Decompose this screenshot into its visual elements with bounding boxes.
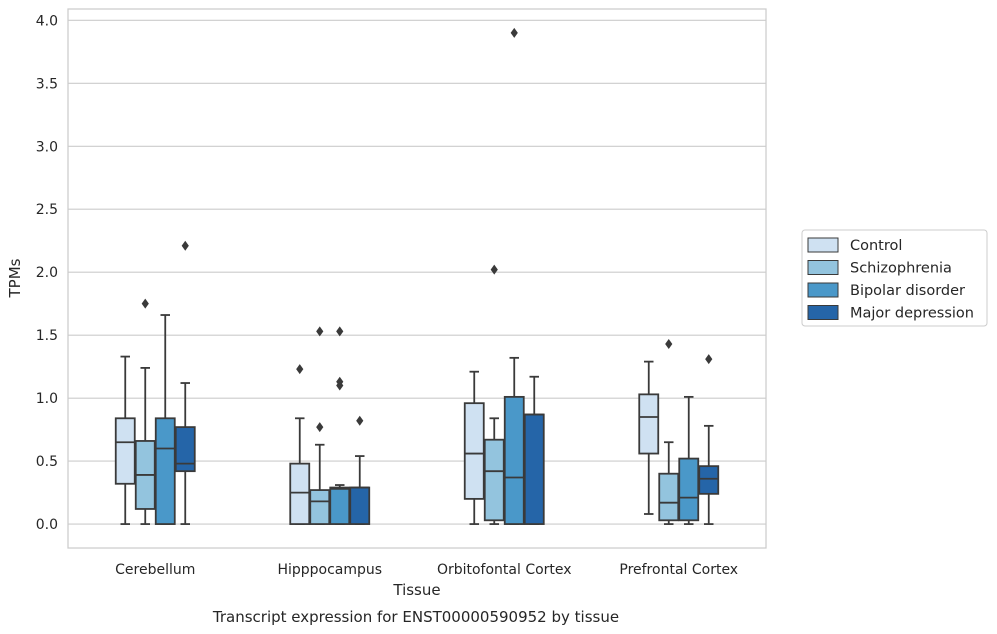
outlier-point: [141, 298, 149, 309]
legend-label: Bipolar disorder: [850, 283, 965, 299]
box-body: [698, 465, 720, 495]
legend-label: Schizophrenia: [850, 261, 952, 277]
box-body: [329, 486, 351, 525]
box: [349, 415, 371, 525]
box-body: [463, 402, 485, 500]
y-tick-label: 0.5: [36, 454, 58, 470]
box-body: [678, 457, 700, 522]
box: [329, 326, 351, 525]
box: [698, 354, 720, 525]
series-group: [134, 264, 680, 525]
box: [638, 360, 660, 515]
y-axis-ticks: 0.0 0.5 1.0 1.5 2.0 2.5 3.0 3.5 4.0: [36, 13, 58, 533]
outlier-point: [490, 264, 498, 275]
series-group: [154, 27, 700, 525]
plot-frame: [67, 8, 767, 549]
y-tick-label: 2.0: [36, 265, 58, 281]
box-body: [154, 417, 176, 525]
y-tick-label: 4.0: [36, 13, 58, 29]
outlier-point: [336, 376, 344, 387]
box: [523, 375, 545, 525]
y-tick-label: 3.5: [36, 76, 58, 92]
box-body: [349, 486, 371, 525]
box-body: [483, 438, 505, 522]
x-axis-title: Tissue: [392, 581, 440, 599]
legend-frame: [801, 229, 988, 327]
box-body: [309, 489, 331, 525]
box: [174, 240, 196, 525]
box: [134, 298, 156, 525]
box: [658, 338, 680, 525]
y-tick-label: 1.5: [36, 328, 58, 344]
box: [309, 326, 331, 525]
y-axis-title: TPMs: [6, 258, 24, 298]
box: [503, 27, 525, 525]
legend-swatch: [807, 282, 839, 298]
box: [483, 264, 505, 525]
outlier-point: [316, 422, 324, 433]
series-group: [114, 355, 660, 525]
box: [678, 395, 700, 525]
outlier-point: [665, 338, 673, 349]
x-tick-label: Hipppocampus: [277, 562, 382, 578]
outlier-point: [296, 364, 304, 375]
outlier-point: [510, 27, 518, 38]
box-body: [289, 462, 311, 525]
box: [114, 355, 136, 525]
legend-label: Control: [850, 238, 902, 254]
box-body: [638, 393, 660, 455]
x-tick-label: Cerebellum: [115, 562, 195, 578]
outlier-point: [181, 240, 189, 251]
legend-label: Major depression: [850, 306, 974, 322]
y-tick-label: 3.0: [36, 139, 58, 155]
x-tick-label: Orbitofontal Cortex: [437, 562, 572, 578]
x-tick-label: Prefrontal Cortex: [619, 562, 738, 578]
box-body: [174, 426, 196, 473]
outlier-point: [705, 354, 713, 365]
legend-swatch: [807, 237, 839, 253]
outlier-point: [336, 326, 344, 337]
box: [463, 370, 485, 525]
legend-swatch: [807, 305, 839, 320]
outlier-point: [356, 415, 364, 426]
y-tick-label: 1.0: [36, 391, 58, 407]
legend: Control Schizophrenia Bipolar disorder Majo…: [801, 229, 988, 327]
chart-caption: Transcript expression for ENST0000059095…: [212, 608, 619, 626]
box-body: [523, 413, 545, 525]
outlier-point: [316, 326, 324, 337]
x-axis-ticks: Cerebellum Hipppocampus Orbitofontal Corte…: [115, 562, 738, 578]
y-tick-label: 2.5: [36, 202, 58, 218]
box-series: [114, 27, 720, 525]
series-group: [174, 240, 720, 525]
y-tick-label: 0.0: [36, 517, 58, 533]
legend-swatch: [807, 260, 839, 275]
box: [154, 314, 176, 525]
box: [289, 364, 311, 525]
box-body: [114, 417, 136, 485]
box-body: [503, 395, 525, 525]
box-body: [658, 472, 680, 522]
